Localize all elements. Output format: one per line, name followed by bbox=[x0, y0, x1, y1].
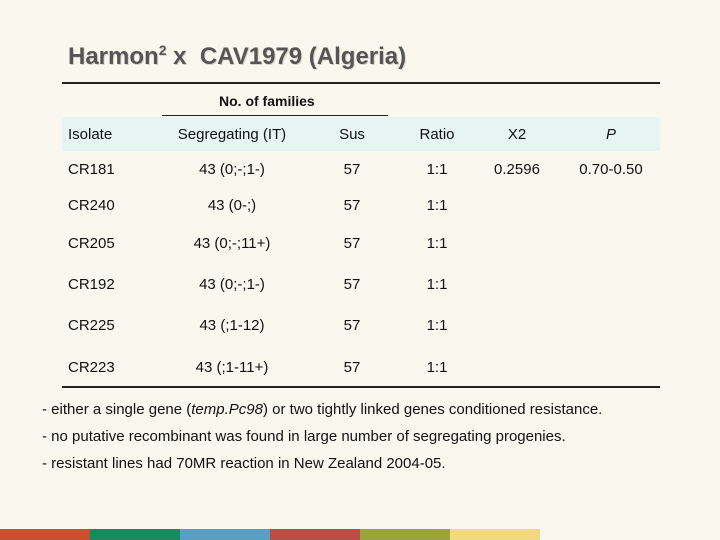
cell-ratio: 1:1 bbox=[426, 234, 448, 252]
note-1-after: ) or two tightly linked genes conditione… bbox=[262, 401, 603, 418]
header-p: P bbox=[605, 125, 616, 143]
cell-segregating: 43 (;1-11+) bbox=[195, 358, 269, 376]
table-row: CR223 43 (;1-11+) 57 1:1 bbox=[62, 350, 660, 384]
cell-sus: 57 bbox=[343, 358, 361, 376]
cell-ratio: 1:1 bbox=[426, 160, 448, 178]
note-gene-resistance: - either a single gene (temp.Pc98) or tw… bbox=[42, 401, 602, 428]
cell-p: 0.70-0.50 bbox=[579, 160, 643, 178]
cell-isolate: CR181 bbox=[68, 160, 115, 178]
note-no-recombinant: - no putative recombinant was found in l… bbox=[42, 428, 566, 445]
footer-segment bbox=[360, 529, 450, 540]
table-header-band bbox=[62, 117, 660, 151]
cell-isolate: CR240 bbox=[68, 196, 115, 214]
cell-ratio: 1:1 bbox=[426, 275, 448, 293]
title-prefix: Harmon bbox=[68, 43, 159, 70]
header-ratio: Ratio bbox=[419, 125, 455, 143]
title-suffix: x CAV1979 (Algeria) bbox=[166, 43, 407, 70]
table-row: CR225 43 (;1-12) 57 1:1 bbox=[62, 308, 660, 342]
notes-list: - either a single gene (temp.Pc98) or tw… bbox=[42, 401, 602, 482]
note-1-gene-name: temp.Pc98 bbox=[191, 401, 263, 418]
table-bottom-rule bbox=[62, 386, 660, 388]
footer-segment bbox=[450, 529, 540, 540]
footer-color-bar bbox=[0, 529, 540, 540]
table-row: CR205 43 (0;-;11+) 57 1:1 bbox=[62, 226, 660, 260]
header-sus: Sus bbox=[339, 125, 365, 143]
cell-sus: 57 bbox=[343, 160, 361, 178]
cell-sus: 57 bbox=[343, 196, 361, 214]
families-group-header: No. of families bbox=[219, 93, 315, 109]
table-header-row: Isolate Segregating (IT) Sus Ratio X2 P bbox=[62, 117, 660, 151]
cell-segregating: 43 (;1-12) bbox=[199, 316, 265, 334]
note-new-zealand: - resistant lines had 70MR reaction in N… bbox=[42, 455, 446, 472]
footer-segment bbox=[0, 529, 90, 540]
cell-sus: 57 bbox=[343, 234, 361, 252]
table-row: CR240 43 (0-;) 57 1:1 bbox=[62, 188, 660, 222]
cell-isolate: CR225 bbox=[68, 316, 115, 334]
footer-segment bbox=[180, 529, 270, 540]
cell-sus: 57 bbox=[343, 316, 361, 334]
cell-ratio: 1:1 bbox=[426, 196, 448, 214]
cell-isolate: CR192 bbox=[68, 275, 115, 293]
cell-segregating: 43 (0;-;1-) bbox=[199, 275, 265, 293]
header-isolate: Isolate bbox=[68, 125, 113, 143]
cell-isolate: CR205 bbox=[68, 234, 115, 252]
cell-sus: 57 bbox=[343, 275, 361, 293]
title-superscript: 2 bbox=[158, 42, 167, 58]
families-group-rule bbox=[162, 115, 388, 116]
header-x2: X2 bbox=[507, 125, 527, 143]
cell-ratio: 1:1 bbox=[426, 316, 448, 334]
cell-segregating: 43 (0;-;11+) bbox=[193, 234, 271, 252]
cell-segregating: 43 (0;-;1-) bbox=[199, 160, 265, 178]
footer-segment bbox=[90, 529, 180, 540]
cell-ratio: 1:1 bbox=[426, 358, 448, 376]
cell-x2: 0.2596 bbox=[494, 160, 540, 178]
table-row: CR181 43 (0;-;1-) 57 1:1 0.2596 0.70-0.5… bbox=[62, 152, 660, 186]
table-row: CR192 43 (0;-;1-) 57 1:1 bbox=[62, 267, 660, 301]
cell-segregating: 43 (0-;) bbox=[207, 196, 257, 214]
footer-segment bbox=[270, 529, 360, 540]
table-top-rule bbox=[62, 82, 660, 84]
cell-isolate: CR223 bbox=[68, 358, 115, 376]
header-segregating: Segregating (IT) bbox=[177, 125, 287, 143]
note-1-before: - either a single gene ( bbox=[42, 401, 192, 418]
slide-title: Harmon2 x CAV1979 (Algeria) bbox=[68, 42, 406, 71]
